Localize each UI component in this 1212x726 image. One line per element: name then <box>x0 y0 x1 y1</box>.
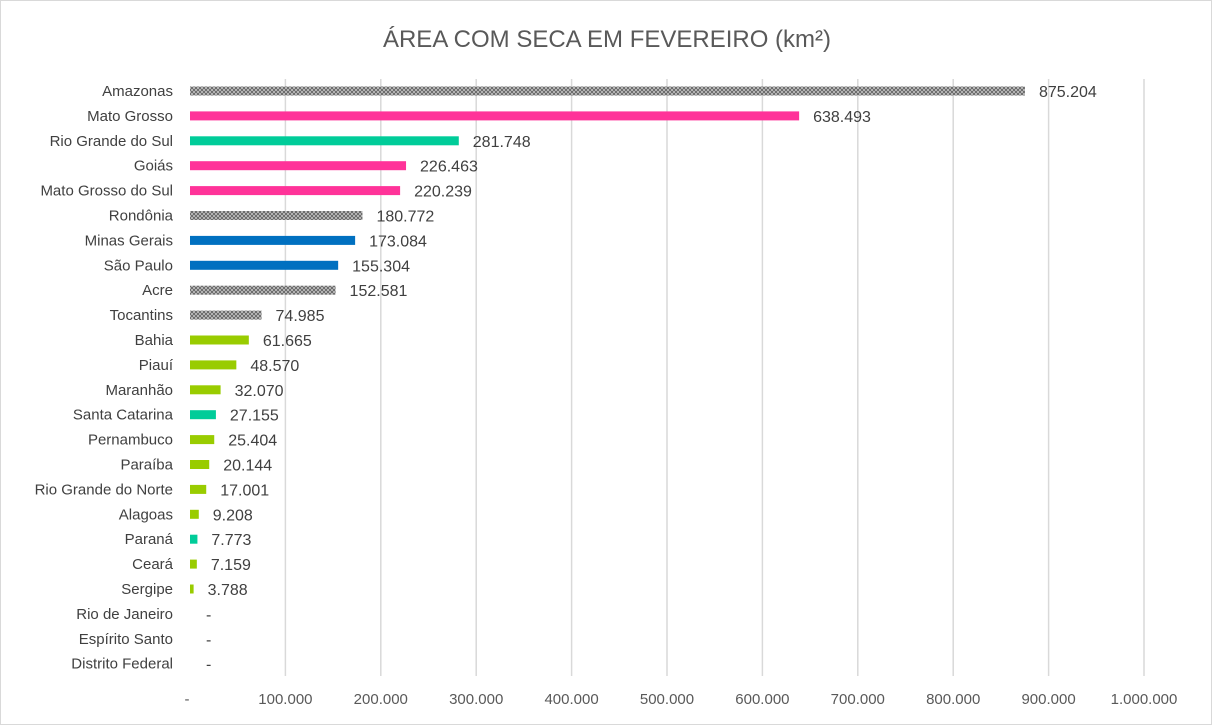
category-label: Rondônia <box>109 208 174 225</box>
category-label: Goiás <box>134 158 173 175</box>
category-labels: Amazonas Mato Grosso Rio Grande do Sul Goiá… <box>35 83 174 673</box>
data-label: 155.304 <box>352 258 410 275</box>
category-label: Piauí <box>139 357 174 374</box>
category-label: Espírito Santo <box>79 631 173 648</box>
bars <box>190 86 1025 594</box>
x-tick-label: - <box>185 691 190 708</box>
category-label: Rio Grande do Sul <box>50 133 173 150</box>
data-label: 25.404 <box>228 433 277 450</box>
category-label: Ceará <box>132 556 174 573</box>
data-label: 875.204 <box>1039 84 1097 101</box>
data-labels: 875.204 638.493 281.748 226.463 220.239 180.7… <box>206 84 1097 674</box>
bar <box>190 559 197 569</box>
bar <box>190 136 459 146</box>
data-label: - <box>206 607 211 624</box>
bar <box>190 260 339 270</box>
x-tick-label: 700.000 <box>831 691 885 708</box>
bar <box>190 534 198 544</box>
category-label: Amazonas <box>102 83 173 100</box>
data-label: 152.581 <box>350 283 408 300</box>
category-label: Pernambuco <box>88 432 173 449</box>
bar <box>190 235 356 245</box>
data-label: 32.070 <box>235 383 284 400</box>
category-label: Bahia <box>135 332 174 349</box>
data-label: 7.159 <box>211 557 251 574</box>
category-label: Paraná <box>125 531 174 548</box>
data-label: - <box>206 632 211 649</box>
bar <box>190 460 210 469</box>
chart-title: ÁREA COM SECA EM FEVEREIRO (km²) <box>383 26 831 53</box>
data-label: 180.772 <box>376 209 434 226</box>
category-label: Acre <box>142 282 173 299</box>
category-label: Maranhão <box>105 382 173 399</box>
category-label: Tocantins <box>110 307 173 324</box>
category-label: Sergipe <box>121 581 173 598</box>
bar <box>190 111 800 121</box>
data-label: 281.748 <box>473 134 531 151</box>
category-label: Santa Catarina <box>73 407 174 424</box>
bar <box>190 335 249 345</box>
x-tick-label: 900.000 <box>1021 691 1075 708</box>
bar <box>190 435 215 445</box>
category-label: Mato Grosso do Sul <box>40 183 173 200</box>
bar <box>190 161 407 171</box>
data-label: 9.208 <box>213 507 253 524</box>
bar <box>190 484 207 494</box>
x-tick-label: 500.000 <box>640 691 694 708</box>
bar <box>190 509 199 519</box>
data-label: 173.084 <box>369 233 427 250</box>
data-label: 220.239 <box>414 184 472 201</box>
x-tick-label: 800.000 <box>926 691 980 708</box>
data-label: 638.493 <box>813 109 871 126</box>
category-label: Minas Gerais <box>85 232 173 249</box>
x-tick-label: 1.000.000 <box>1111 691 1178 708</box>
gridlines <box>284 79 1145 676</box>
x-axis-tick-labels: - 100.000 200.000 300.000 400.000 500.000 600.… <box>185 691 1178 708</box>
bar <box>190 186 401 196</box>
category-label: Distrito Federal <box>71 656 173 673</box>
x-tick-label: 400.000 <box>544 691 598 708</box>
x-tick-label: 200.000 <box>354 691 408 708</box>
category-label: Rio Grande do Norte <box>35 481 173 498</box>
bar <box>190 584 194 594</box>
category-label: Rio de Janeiro <box>76 606 173 623</box>
data-label: - <box>206 657 211 674</box>
bar <box>190 360 237 370</box>
data-label: 20.144 <box>223 458 272 475</box>
bar <box>190 86 1025 96</box>
data-label: 48.570 <box>250 358 299 375</box>
category-label: Mato Grosso <box>87 108 173 125</box>
bar <box>190 310 262 320</box>
bar <box>190 211 363 220</box>
x-tick-label: 600.000 <box>735 691 789 708</box>
data-label: 3.788 <box>208 582 248 599</box>
x-tick-label: 300.000 <box>449 691 503 708</box>
data-label: 17.001 <box>220 482 269 499</box>
category-label: Paraíba <box>120 457 173 474</box>
data-label: 226.463 <box>420 159 478 176</box>
data-label: 61.665 <box>263 333 312 350</box>
bar <box>190 285 336 295</box>
data-label: 74.985 <box>276 308 325 325</box>
category-label: São Paulo <box>104 257 173 274</box>
bar <box>190 385 221 395</box>
bar <box>190 410 216 420</box>
data-label: 7.773 <box>211 532 251 549</box>
data-label: 27.155 <box>230 408 279 425</box>
x-tick-label: 100.000 <box>258 691 312 708</box>
category-label: Alagoas <box>119 506 173 523</box>
